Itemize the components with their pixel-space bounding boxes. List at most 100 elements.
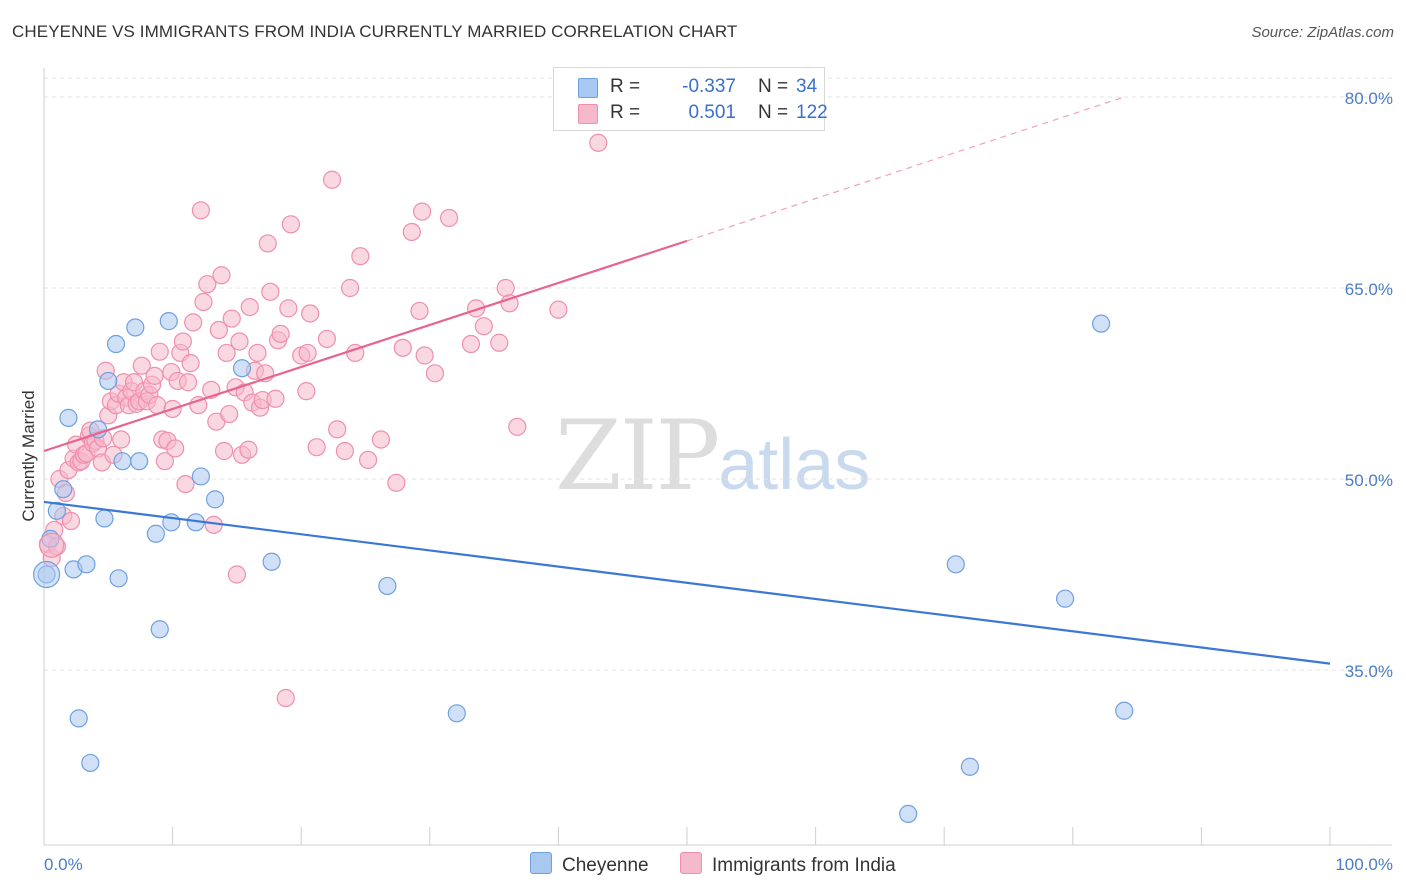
cheyenne-point xyxy=(130,452,149,471)
india-point xyxy=(61,511,81,531)
india-point xyxy=(301,304,320,323)
legend-r-label: R = xyxy=(610,76,641,97)
india-point xyxy=(358,450,378,469)
india-point xyxy=(176,474,195,494)
india-point xyxy=(387,473,406,492)
legend-item-india: Immigrants from India xyxy=(680,852,896,877)
cheyenne-point xyxy=(95,509,114,528)
india-point xyxy=(410,301,429,321)
india-point xyxy=(317,329,337,349)
india-point xyxy=(209,320,228,340)
india-point xyxy=(466,299,486,318)
india-point xyxy=(178,373,198,392)
cheyenne-point xyxy=(113,452,132,471)
cheyenne-point-large xyxy=(32,560,61,589)
cheyenne-point xyxy=(150,620,169,639)
india-point xyxy=(181,354,200,373)
india-point xyxy=(490,333,509,352)
cheyenne-point xyxy=(109,569,128,588)
cheyenne-point xyxy=(960,757,980,776)
cheyenne-point xyxy=(378,576,397,596)
cheyenne-point xyxy=(126,318,145,337)
india-point xyxy=(298,343,317,363)
india-point xyxy=(328,420,347,439)
y-tick-label: 80.0% xyxy=(1345,89,1393,108)
india-point xyxy=(271,324,290,343)
cheyenne-point xyxy=(232,359,252,378)
india-point xyxy=(112,430,131,449)
cheyenne-point xyxy=(106,334,126,354)
legend-swatch-india xyxy=(578,104,598,124)
cheyenne-point xyxy=(1091,314,1111,333)
india-point xyxy=(549,300,568,319)
india-point xyxy=(227,565,246,584)
data-points xyxy=(32,133,1134,823)
india-point xyxy=(222,309,241,328)
cheyenne-point xyxy=(77,555,96,574)
india-point xyxy=(461,334,481,354)
india-point xyxy=(508,417,527,436)
watermark-atlas: atlas xyxy=(718,425,871,505)
india-point xyxy=(496,278,515,298)
cheyenne-trend-line xyxy=(43,500,1331,665)
legend-r-value: 0.501 xyxy=(688,102,736,123)
india-point xyxy=(217,343,236,363)
legend-n-label: N = xyxy=(758,102,789,123)
axes xyxy=(43,68,1392,846)
india-point xyxy=(214,441,234,461)
cheyenne-point xyxy=(946,555,965,574)
y-axis-label: Currently Married xyxy=(19,390,38,521)
india-point xyxy=(194,292,213,312)
legend-r-label: R = xyxy=(610,102,641,123)
chart-title: CHEYENNE VS IMMIGRANTS FROM INDIA CURREN… xyxy=(12,22,738,41)
india-point xyxy=(261,282,280,301)
india-point xyxy=(393,338,412,357)
cheyenne-point xyxy=(99,371,118,391)
cheyenne-point xyxy=(47,501,66,520)
india-point xyxy=(474,317,493,336)
india-point xyxy=(371,430,391,449)
india-point xyxy=(281,215,301,234)
india-point xyxy=(240,298,259,317)
y-tick-label: 65.0% xyxy=(1345,280,1393,299)
legend-swatch-india xyxy=(680,852,702,874)
cheyenne-point xyxy=(159,312,178,331)
india-point xyxy=(412,202,432,221)
cheyenne-point xyxy=(1115,701,1134,720)
india-point xyxy=(415,346,434,365)
india-point xyxy=(184,313,203,332)
legend-label-cheyenne: Cheyenne xyxy=(562,855,649,876)
india-point xyxy=(279,299,298,318)
x-tick-label: 0.0% xyxy=(44,855,83,874)
india-point xyxy=(335,441,355,461)
india-point xyxy=(340,278,360,298)
watermark: ZIPatlas xyxy=(555,400,870,512)
correlation-legend: R = -0.337 N = 34 R = 0.501 N = 122 xyxy=(553,67,828,131)
india-point xyxy=(351,247,370,266)
india-point xyxy=(212,266,231,285)
india-point xyxy=(258,234,277,253)
india-point xyxy=(198,275,217,294)
legend-n-value: 122 xyxy=(796,102,828,123)
india-point-large xyxy=(39,532,65,558)
india-point xyxy=(220,404,239,424)
india-point xyxy=(239,440,258,459)
india-point xyxy=(500,294,519,313)
india-point xyxy=(266,389,285,408)
india-point xyxy=(150,342,169,361)
india-point xyxy=(191,201,210,220)
legend-swatch-cheyenne xyxy=(578,78,598,98)
source-label: Source: ZipAtlas.com xyxy=(1251,24,1394,41)
cheyenne-point xyxy=(191,467,210,486)
india-point xyxy=(248,343,267,363)
cheyenne-point xyxy=(54,480,73,499)
india-point xyxy=(155,452,174,471)
india-point xyxy=(173,332,192,351)
india-point xyxy=(439,208,459,228)
india-point xyxy=(276,688,295,708)
legend-n-label: N = xyxy=(758,76,789,97)
india-point xyxy=(402,222,421,242)
axis-labels: 35.0% 50.0% 65.0% 80.0% 0.0% 100.0% Currently … xyxy=(19,89,1393,874)
india-trend-line xyxy=(43,239,688,453)
